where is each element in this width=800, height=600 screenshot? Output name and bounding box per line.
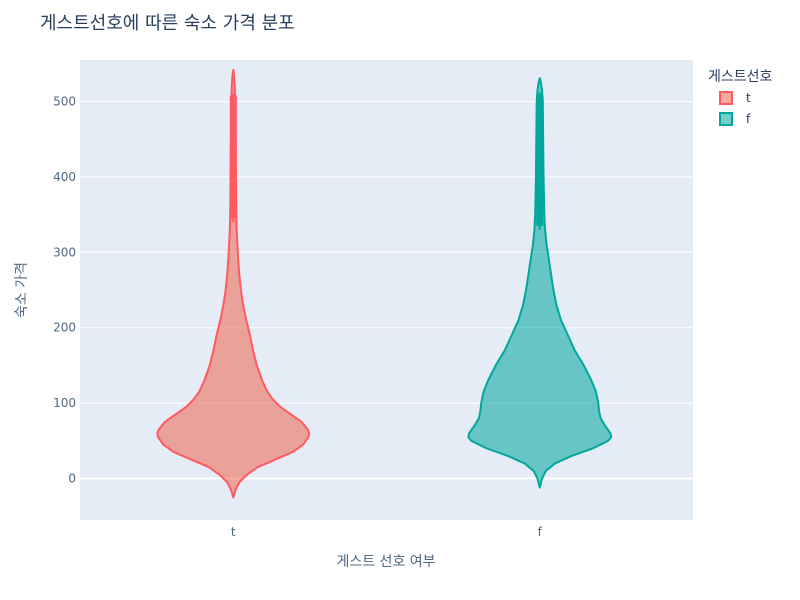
x-tick-label: t [231,525,236,539]
legend-title: 게스트선호 [708,69,773,85]
y-tick-label: 400 [53,170,76,184]
y-tick-label: 500 [53,94,76,108]
chart-title: 게스트선호에 따른 숙소 가격 분포 [40,13,295,34]
x-tick-label: f [538,525,543,539]
legend: 게스트선호 tf [708,69,773,126]
legend-swatch-f[interactable] [719,112,733,126]
y-tick-label: 200 [53,321,76,335]
y-tick-label: 300 [53,245,76,259]
y-tick-labels: 0 100 200 300 400 500 [53,94,76,485]
y-tick-label: 0 [68,472,76,486]
violin-box-f [536,93,544,226]
legend-label-t[interactable]: t [746,91,751,105]
legend-swatch-t[interactable] [719,91,733,105]
x-axis-title: 게스트 선호 여부 [336,554,435,570]
violin-t [156,68,311,499]
violins [156,68,613,499]
violin-f [467,77,613,489]
violin-box-t [229,95,237,219]
y-axis-title: 숙소 가격 [14,262,30,318]
y-gridlines [80,100,693,480]
legend-label-f[interactable]: f [746,112,751,126]
y-tick-label: 100 [53,396,76,410]
